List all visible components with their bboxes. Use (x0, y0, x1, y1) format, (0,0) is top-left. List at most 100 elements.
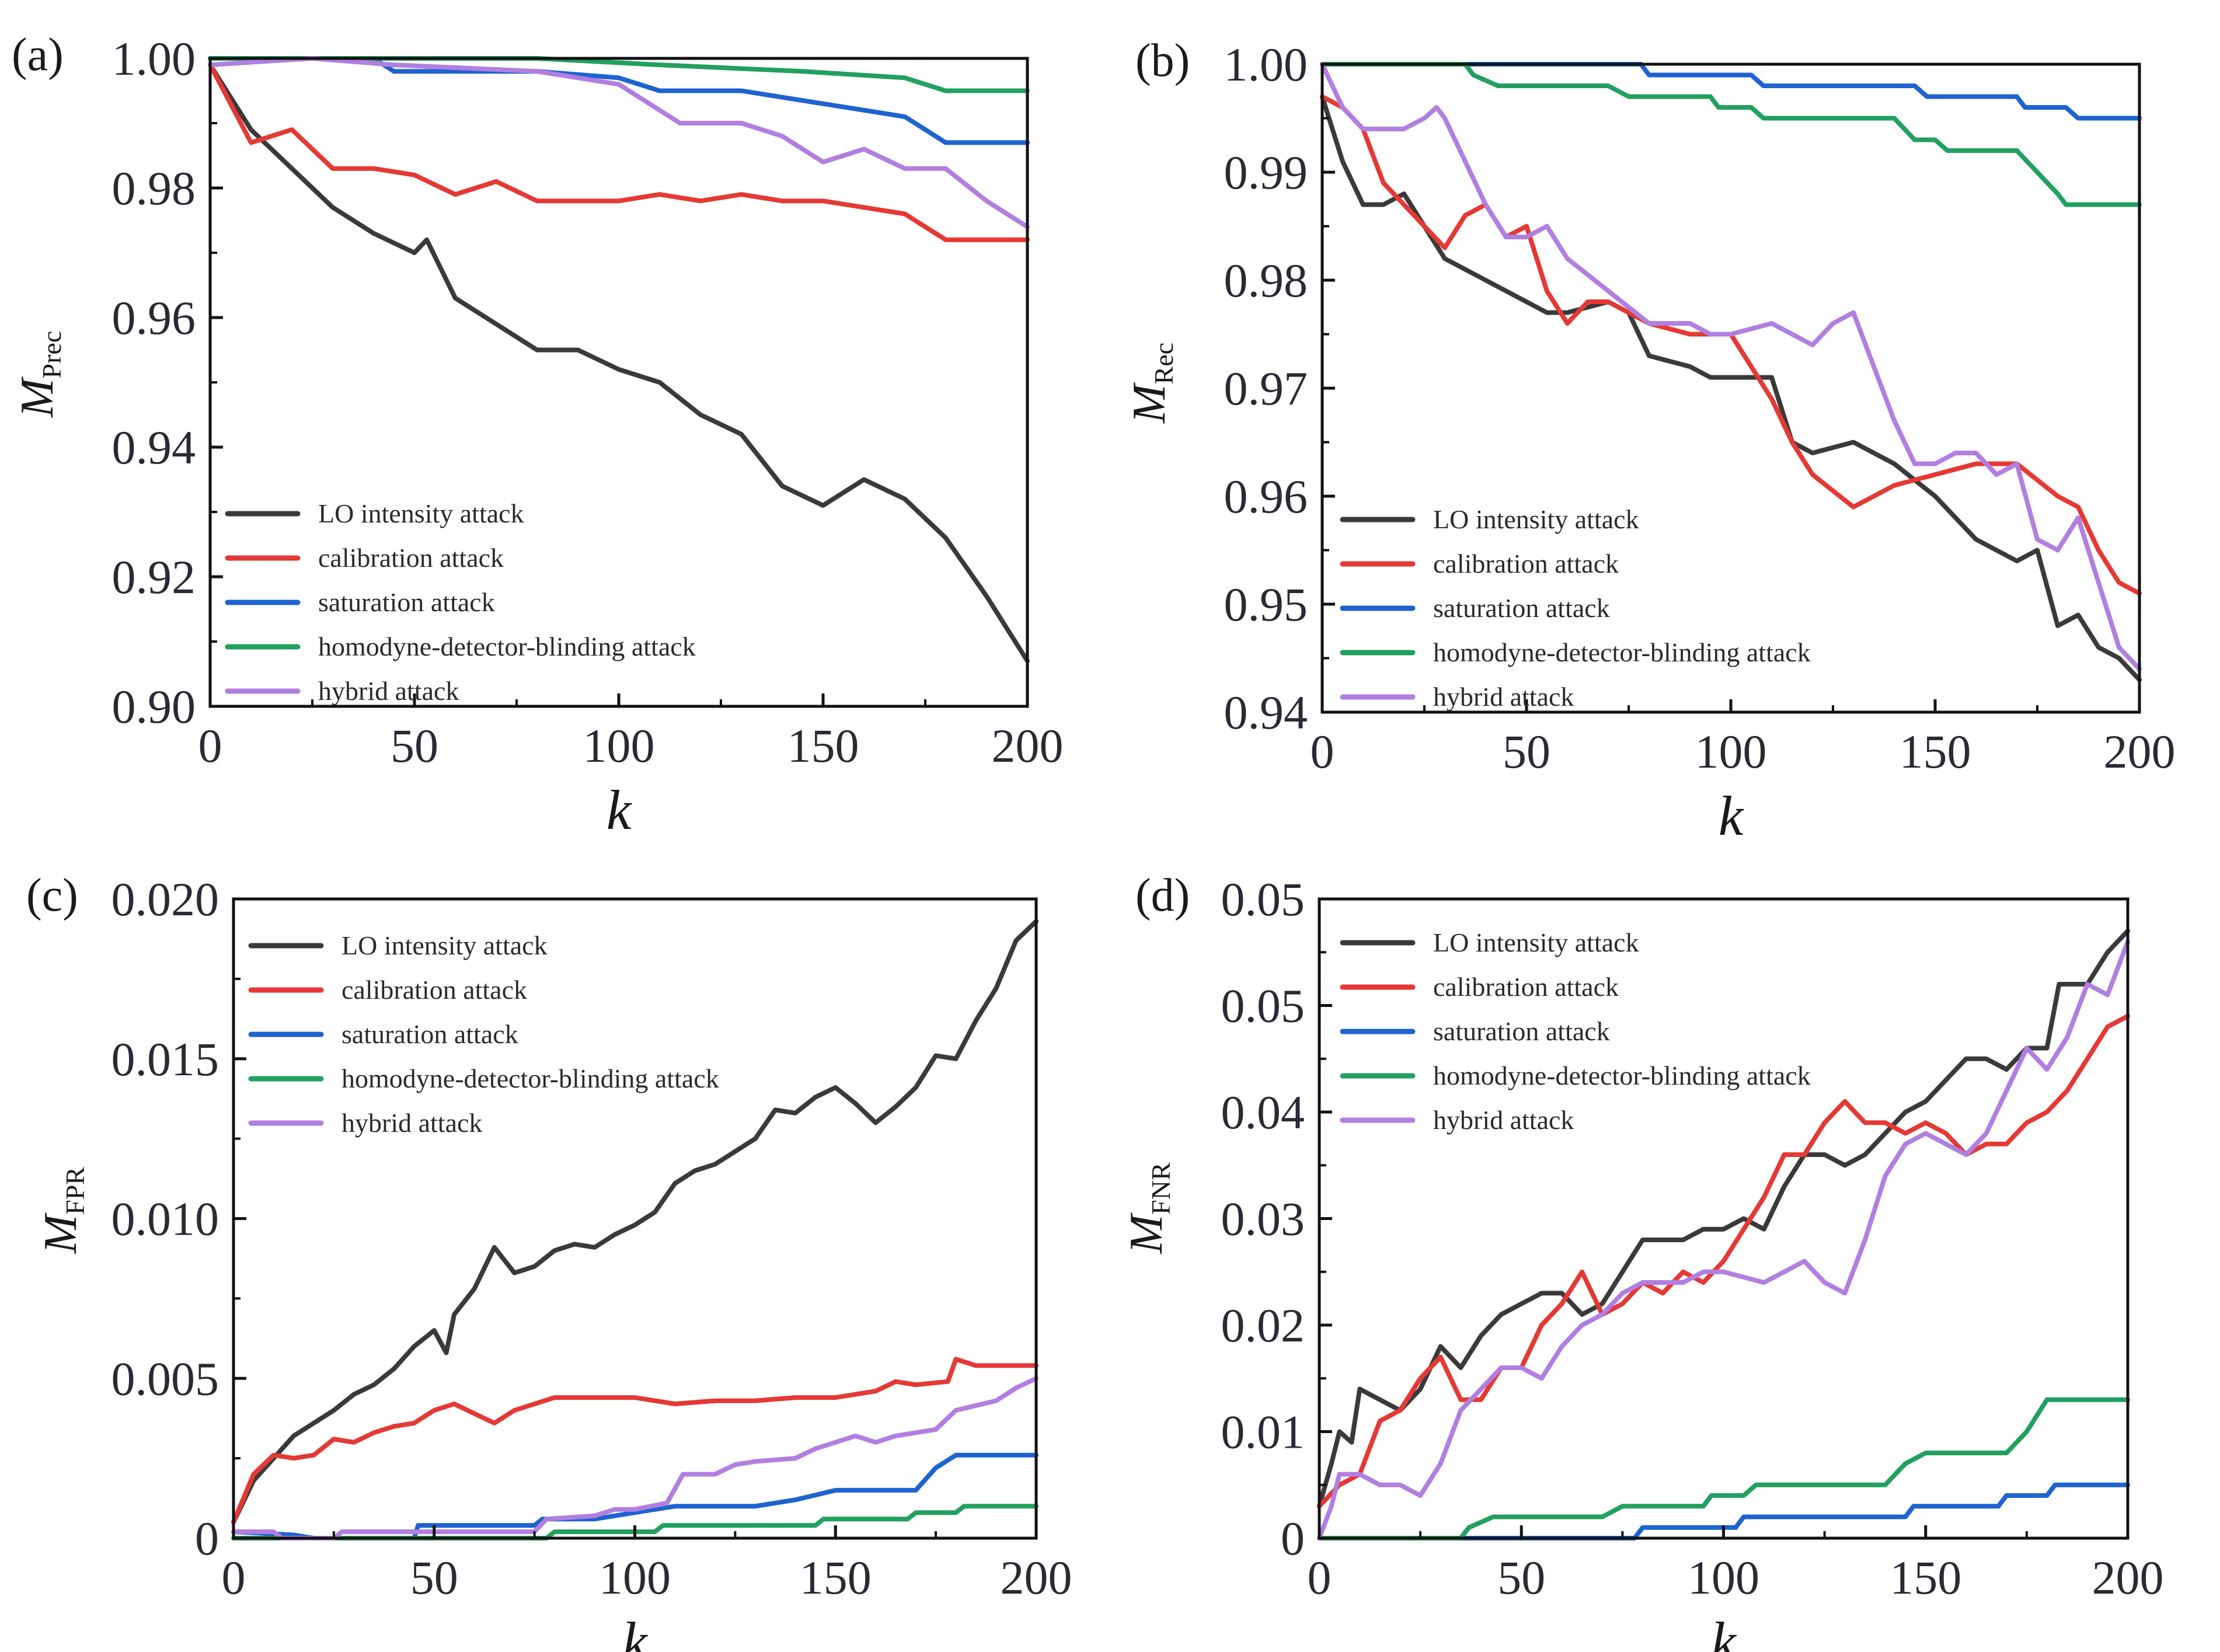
y-tick-label: 0.05 (1221, 980, 1305, 1033)
y-tick-label: 0.92 (112, 550, 196, 604)
chart-svg-c: (c) 0 50 100 150 200 0 0.005 0.010 0.015 0.020 k MFP… (26, 870, 1072, 1652)
y-axis-title-subscript: Rec (1149, 343, 1179, 385)
legend-label: calibration attack (341, 975, 527, 1005)
y-tick-label: 0.94 (112, 421, 196, 474)
series-line-saturation-attack (1320, 62, 2142, 121)
x-axis-title: k (622, 1611, 649, 1652)
x-tick-label: 150 (787, 719, 859, 772)
series-line-lo-intensity-attack (208, 62, 1030, 664)
legend-label: LO intensity attack (1433, 504, 1639, 534)
y-axis-title: MPrec (12, 331, 67, 418)
y-tick-label: 0.04 (1221, 1086, 1305, 1139)
y-tick-label: 1.00 (112, 32, 196, 85)
y-axis-title-main: M (1124, 382, 1175, 424)
chart-svg-a: (a) 0 50 100 150 200 0.90 0.92 0.94 0.96 0.98 1.00 k… (12, 29, 1064, 841)
legend-label: saturation attack (1433, 593, 1610, 623)
legend: LO intensity attack calibration attack sat… (1340, 928, 1811, 1135)
x-tick-label: 200 (992, 719, 1064, 772)
legend-label: LO intensity attack (341, 930, 548, 960)
y-tick-label: 1.00 (1224, 38, 1308, 91)
panel-label: (c) (26, 870, 78, 921)
y-tick-label: 0 (1281, 1512, 1305, 1565)
y-axis-title-main: M (12, 376, 63, 418)
x-tick-label: 50 (1503, 725, 1550, 778)
x-tick-label: 0 (198, 719, 222, 772)
y-tick-label: 0.020 (111, 873, 219, 926)
y-axis-title: MFPR (35, 1167, 90, 1254)
series-line-homodyne-detector-blinding-attack (1317, 1397, 2130, 1541)
x-tick-label: 150 (1890, 1551, 1961, 1604)
x-tick-label: 150 (1900, 725, 1971, 778)
legend-label: calibration attack (1433, 972, 1619, 1002)
y-tick-label: 0.005 (111, 1352, 219, 1405)
panel-d-fnr: (d) 0 50 100 150 200 0 0.01 0.02 0.03 0.04 0.05 0.05… (1109, 829, 2220, 1652)
y-tick-label: 0 (195, 1512, 219, 1565)
series-line-saturation-attack (208, 56, 1030, 145)
panel-label: (a) (12, 29, 64, 81)
series-line-hybrid-attack (1320, 62, 2142, 671)
y-tick-label: 0.02 (1221, 1299, 1305, 1352)
series-line-calibration-attack (231, 1357, 1038, 1525)
series-line-calibration-attack (1317, 1013, 2130, 1509)
x-axis-title: k (1719, 785, 1745, 847)
series-line-homodyne-detector-blinding-attack (231, 1504, 1038, 1541)
y-axis-title-subscript: FNR (1146, 1162, 1176, 1215)
y-axis-title-subscript: Prec (37, 331, 67, 379)
legend: LO intensity attack calibration attack sat… (225, 499, 696, 706)
y-tick-label: 0.03 (1221, 1193, 1305, 1246)
panel-label: (d) (1135, 870, 1190, 921)
y-tick-label: 0.96 (112, 291, 196, 344)
legend-label: homodyne-detector-blinding attack (341, 1064, 719, 1093)
panel-b-recall: (b) 0 50 100 150 200 0.94 0.95 0.96 0.97 0.98 0.99 1… (1109, 0, 2220, 847)
legend-label: homodyne-detector-blinding attack (1433, 1061, 1811, 1090)
legend-label: saturation attack (318, 587, 495, 617)
legend-label: saturation attack (1433, 1016, 1610, 1046)
legend-label: calibration attack (1433, 549, 1619, 578)
y-axis-title: MFNR (1121, 1162, 1176, 1254)
legend-label: homodyne-detector-blinding attack (318, 632, 696, 661)
legend-label: LO intensity attack (1433, 928, 1639, 957)
y-tick-label: 0.97 (1224, 362, 1308, 415)
x-tick-label: 150 (800, 1551, 872, 1604)
x-tick-label: 100 (599, 1551, 671, 1604)
series-line-saturation-attack (1317, 1482, 2130, 1541)
legend-label: hybrid attack (341, 1108, 482, 1138)
chart-svg-b: (b) 0 50 100 150 200 0.94 0.95 0.96 0.97 0.98 0.99 1… (1124, 35, 2176, 847)
y-tick-label: 0.95 (1224, 578, 1308, 631)
x-axis-title: k (1711, 1611, 1737, 1652)
legend-label: hybrid attack (1433, 682, 1574, 712)
legend: LO intensity attack calibration attack sat… (248, 930, 719, 1138)
panel-a-precision: (a) 0 50 100 150 200 0.90 0.92 0.94 0.96 0.98 1.00 k… (0, 0, 1109, 841)
series-line-lo-intensity-attack (1320, 94, 2142, 682)
series-line-lo-intensity-attack (231, 919, 1038, 1525)
y-tick-label: 0.015 (111, 1033, 219, 1086)
x-tick-label: 0 (1311, 725, 1334, 778)
y-tick-label: 0.90 (112, 680, 196, 733)
panel-label: (b) (1135, 35, 1190, 86)
x-tick-label: 50 (1497, 1551, 1545, 1604)
y-tick-label: 0.010 (111, 1193, 219, 1246)
y-tick-label: 0.98 (112, 162, 196, 215)
y-axis-title-main: M (1121, 1212, 1172, 1254)
legend-label: hybrid attack (318, 676, 459, 706)
legend-label: homodyne-detector-blinding attack (1433, 637, 1811, 667)
chart-svg-d: (d) 0 50 100 150 200 0 0.01 0.02 0.03 0.04 0.05 0.05… (1121, 870, 2164, 1652)
legend-label: hybrid attack (1433, 1105, 1574, 1135)
series-line-hybrid-attack (208, 56, 1030, 229)
y-axis-title-subscript: FPR (60, 1167, 90, 1215)
y-axis-title-main: M (35, 1212, 86, 1254)
y-tick-label: 0.99 (1224, 146, 1308, 199)
y-tick-label: 0.94 (1224, 686, 1308, 739)
x-tick-label: 0 (222, 1551, 246, 1604)
series-line-homodyne-detector-blinding-attack (1320, 62, 2142, 207)
y-tick-label: 0.05 (1221, 873, 1305, 926)
x-tick-label: 50 (410, 1551, 458, 1604)
x-tick-label: 100 (1688, 1551, 1759, 1604)
series-line-hybrid-attack (1317, 939, 2130, 1541)
y-tick-label: 0.98 (1224, 254, 1308, 307)
y-axis-title: MRec (1124, 343, 1179, 424)
series-line-calibration-attack (208, 62, 1030, 242)
series-line-hybrid-attack (231, 1376, 1038, 1541)
x-tick-label: 0 (1308, 1551, 1332, 1604)
legend-label: LO intensity attack (318, 499, 524, 528)
